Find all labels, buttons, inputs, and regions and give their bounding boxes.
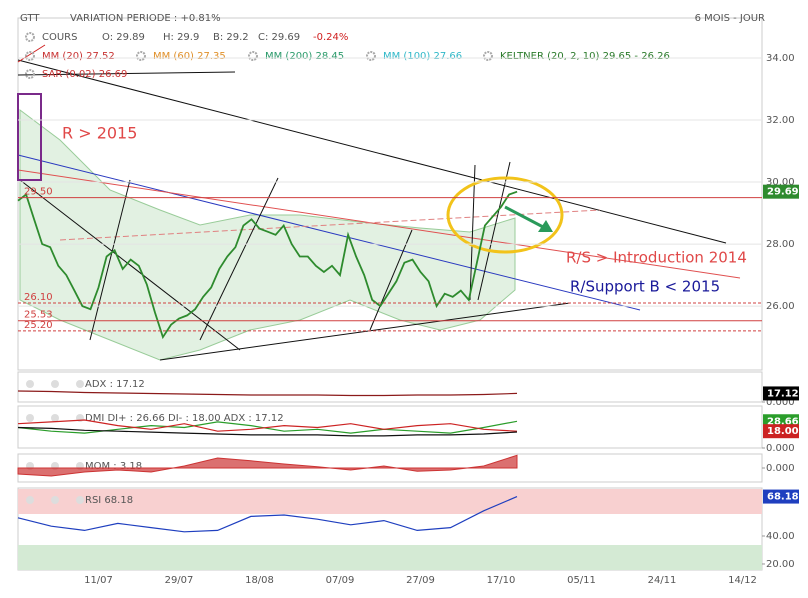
indicator-label: O: 29.89 — [102, 32, 145, 43]
indicator-label: MM (60) 27.35 — [153, 51, 226, 62]
indicator-label: H: 29.9 — [163, 32, 199, 43]
x-tick-label: 17/10 — [487, 575, 516, 586]
x-tick-label: 05/11 — [567, 575, 596, 586]
y-tick-label: 26.00 — [766, 301, 795, 312]
panel-icon — [51, 380, 59, 388]
trend-line — [17, 44, 46, 63]
y-tick-label: 0.000 — [766, 463, 795, 474]
y-tick-label: 0.000 — [766, 397, 795, 408]
indicator-label: -0.24% — [313, 32, 348, 43]
indicator-label: MM (100) 27.66 — [383, 51, 462, 62]
panel-title: DMI DI+ : 26.66 DI- : 18.00 ADX : 17.12 — [85, 413, 284, 424]
fan-line — [19, 179, 241, 351]
y-tick-label: 28.00 — [766, 239, 795, 250]
value-box-label: 28.66 — [767, 416, 799, 427]
gear-icon — [366, 51, 376, 61]
x-tick-label: 29/07 — [165, 575, 194, 586]
gear-icon — [248, 51, 258, 61]
momentum-area — [17, 454, 518, 477]
gear-icon — [483, 51, 493, 61]
trend-line — [17, 59, 727, 244]
fan-line — [477, 161, 511, 301]
panel-title: ADX : 17.12 — [85, 379, 145, 390]
fan-line — [469, 164, 476, 301]
trend-line — [159, 302, 571, 361]
y-tick-label: 0.000 — [766, 443, 795, 454]
panel-title: MOM : 3.18 — [85, 461, 142, 472]
fan-line — [199, 177, 279, 341]
level-label: 26.10 — [24, 292, 53, 303]
gear-icon — [25, 32, 35, 42]
x-tick-label: 27/09 — [406, 575, 435, 586]
y-tick-label: 30.00 — [766, 177, 795, 188]
level-label: 29.50 — [24, 187, 53, 198]
indicator-line — [17, 419, 518, 432]
panel-icon — [51, 496, 59, 504]
panel-icon — [26, 496, 34, 504]
value-box — [763, 184, 799, 199]
ticker: GTT — [20, 13, 40, 24]
series-name: COURS — [42, 32, 77, 43]
support-line — [17, 154, 641, 311]
indicator-label: KELTNER (20, 2, 10) 29.65 - 26.26 — [500, 51, 670, 62]
x-tick-label: 07/09 — [326, 575, 355, 586]
period: 6 MOIS - JOUR — [695, 13, 765, 24]
value-box-label: 29.69 — [767, 187, 799, 198]
indicator-line — [17, 496, 518, 533]
fan-line — [89, 179, 131, 341]
adx-panel — [17, 371, 763, 403]
panel-icon — [76, 380, 84, 388]
x-tick-label: 14/12 — [728, 575, 757, 586]
level-label: 25.53 — [24, 310, 53, 321]
panel-icon — [51, 414, 59, 422]
x-tick-label: 18/08 — [245, 575, 274, 586]
gear-icon — [136, 51, 146, 61]
panel-icon — [26, 414, 34, 422]
level-label: 25.20 — [24, 320, 53, 331]
x-tick-label: 11/07 — [84, 575, 113, 586]
indicator-label: MM (20) 27.52 — [42, 51, 115, 62]
drawings — [17, 44, 741, 361]
panel-title: RSI 68.18 — [85, 495, 133, 506]
gear-icon — [25, 51, 35, 61]
resistance-line — [17, 169, 741, 279]
zone-box — [17, 93, 42, 181]
indicator-label: B: 29.2 — [213, 32, 249, 43]
value-box — [763, 489, 799, 504]
fan-line — [369, 229, 413, 331]
value-box-label: 68.18 — [767, 492, 799, 503]
value-box — [763, 424, 799, 439]
value-box — [763, 386, 799, 401]
indicator-label: C: 29.69 — [258, 32, 300, 43]
variation: VARIATION PERIODE : +0.81% — [70, 13, 221, 24]
arrow-head — [538, 220, 553, 232]
y-tick-label: 34.00 — [766, 53, 795, 64]
highlight-ellipse — [446, 176, 564, 254]
dashed-line — [59, 209, 601, 241]
annotation: R > 2015 — [62, 124, 137, 143]
rsi-oversold-band — [18, 545, 762, 570]
indicator-line — [17, 426, 518, 437]
y-tick-label: 20.00 — [766, 559, 795, 570]
gear-icon — [25, 69, 35, 79]
price-line — [17, 190, 518, 340]
indicator-line — [17, 390, 518, 397]
y-tick-label: 32.00 — [766, 115, 795, 126]
indicator-label: SAR (0.02) 26.69 — [42, 69, 127, 80]
panel-icon — [76, 496, 84, 504]
rsi-overbought-band — [18, 489, 762, 514]
value-box-label: 17.12 — [767, 388, 799, 399]
annotation: R/S > Introduction 2014 — [566, 249, 747, 267]
value-box-label: 18.00 — [767, 426, 799, 437]
trend-line — [17, 71, 236, 76]
panel-icon — [26, 380, 34, 388]
arrow — [504, 205, 546, 230]
indicator-label: MM (200) 28.45 — [265, 51, 344, 62]
x-tick-label: 24/11 — [648, 575, 677, 586]
y-tick-label: 40.00 — [766, 531, 795, 542]
keltner-band — [19, 109, 516, 361]
annotation: R/Support B < 2015 — [570, 278, 720, 296]
